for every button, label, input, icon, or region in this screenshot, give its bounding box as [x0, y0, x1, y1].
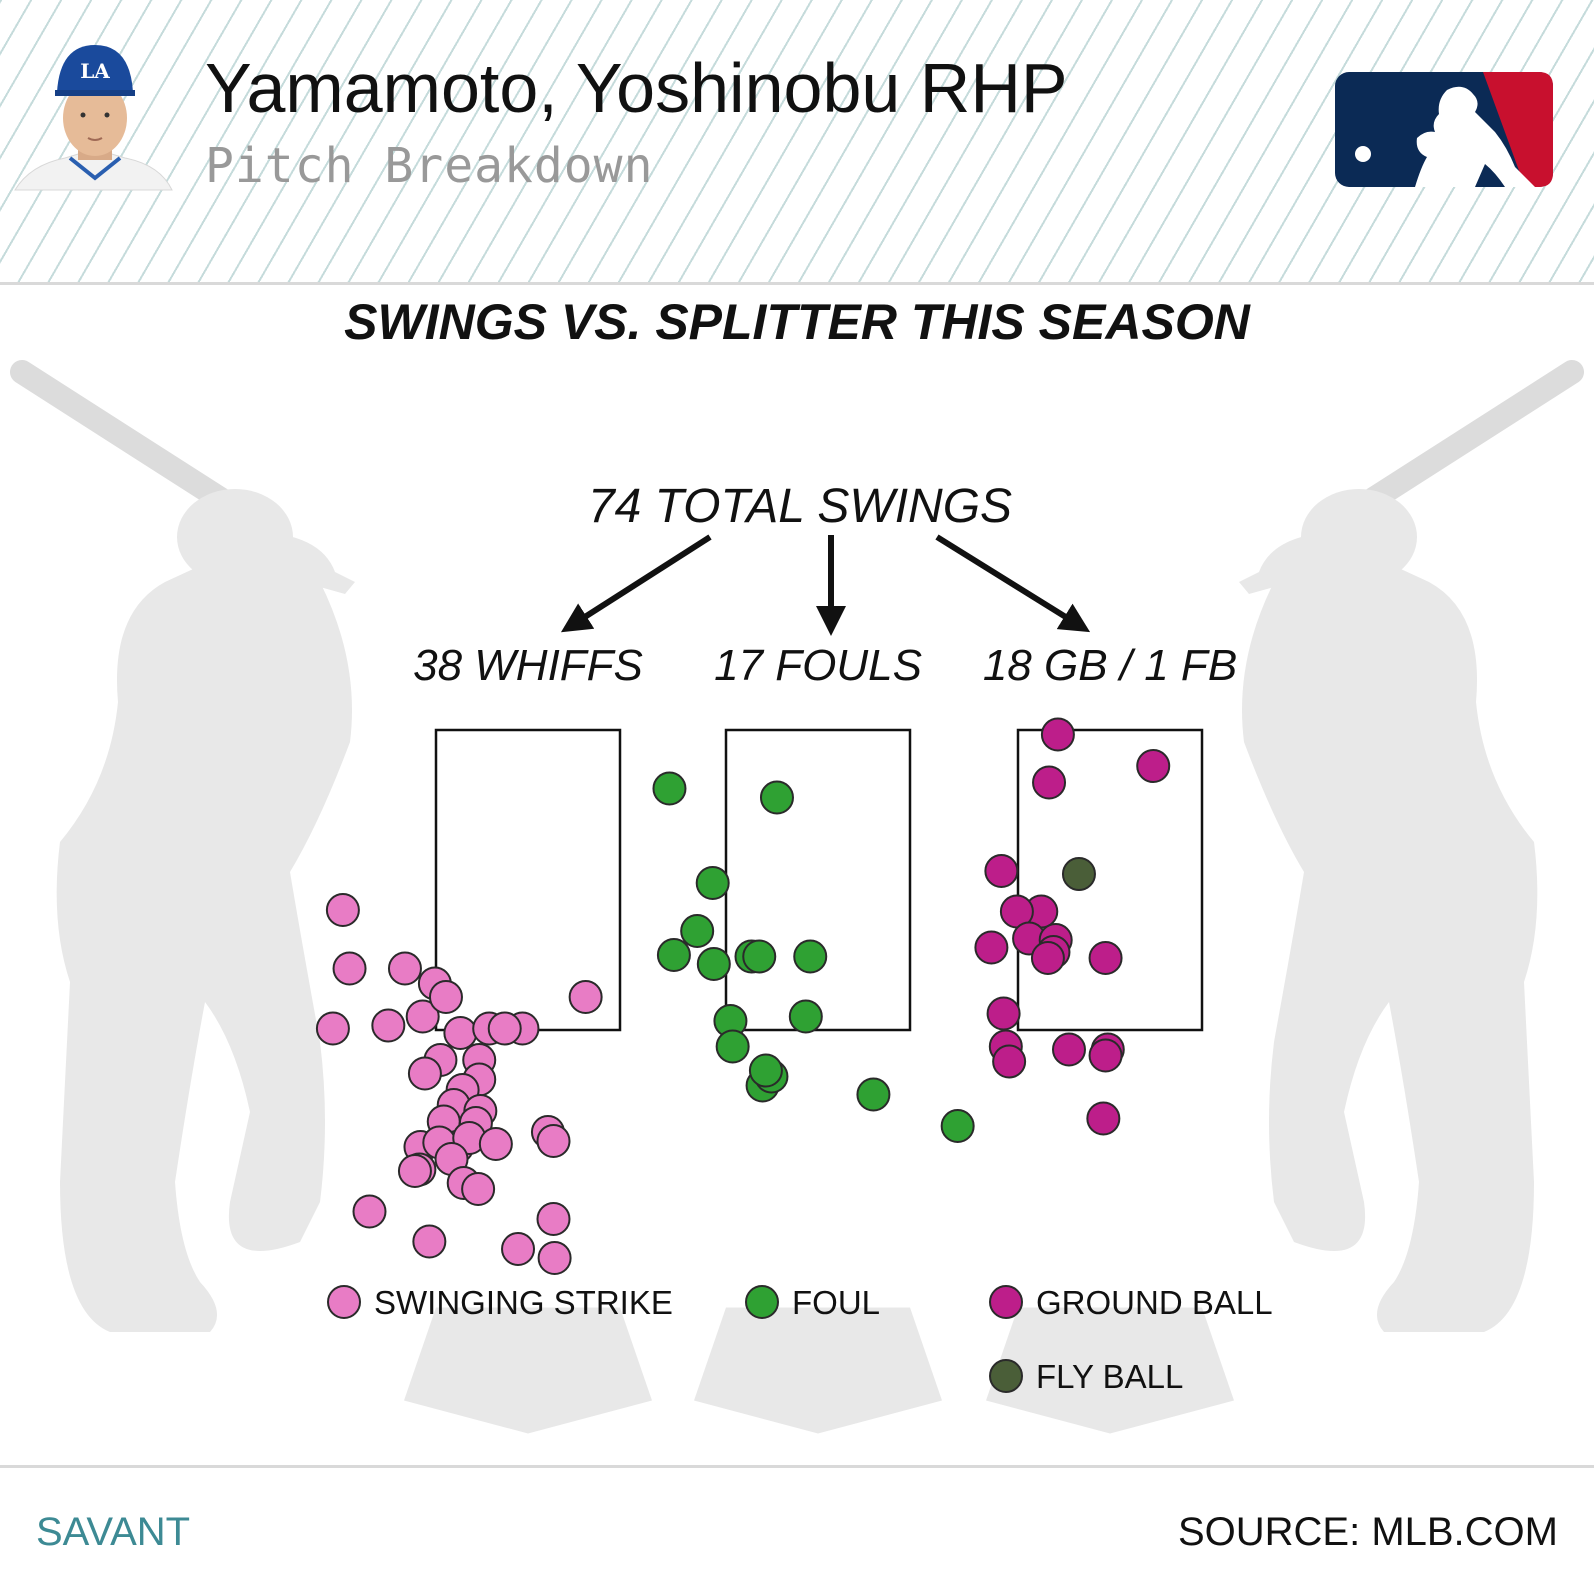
- swinging-strike-point: [443, 1016, 478, 1050]
- swinging-strike-point: [405, 999, 440, 1034]
- strike-zone: [724, 728, 912, 1032]
- fly-ball-point: [1061, 857, 1096, 891]
- swinging-strike-point: [501, 1232, 536, 1266]
- legend-label: GROUND BALL: [1036, 1284, 1273, 1321]
- player-name: Yamamoto, Yoshinobu RHP: [205, 49, 1068, 127]
- swinging-strike-point: [536, 1202, 571, 1236]
- legend-item-foul: FOUL: [745, 1284, 880, 1321]
- ground-ball-point: [1088, 941, 1123, 975]
- legend-item-swinging-strike: SWINGING STRIKE: [327, 1284, 673, 1321]
- foul-point: [856, 1077, 891, 1112]
- legend-swatch: [327, 1285, 361, 1319]
- home-plate: [404, 1307, 652, 1434]
- chart-title: SWINGS VS. SPLITTER THIS SEASON: [344, 294, 1251, 350]
- arrow-to-whiffs: [560, 534, 712, 633]
- foul-point: [940, 1109, 975, 1143]
- foul-point: [696, 947, 731, 981]
- swinging-strike-point: [325, 893, 360, 927]
- foul-point: [680, 914, 715, 948]
- panel-label-gb-fb: 18 GB / 1 FB: [983, 641, 1237, 690]
- mlb-logo: [1335, 72, 1553, 187]
- cap-logo-text: LA: [80, 59, 110, 83]
- legend-swatch: [989, 1359, 1023, 1393]
- player-avatar: LA: [14, 45, 173, 191]
- foul-point: [793, 939, 828, 974]
- ground-ball-point: [992, 1044, 1027, 1079]
- footer-divider: [0, 1465, 1594, 1468]
- ground-ball-point: [1136, 749, 1171, 783]
- legend-swatch: [745, 1285, 779, 1319]
- swinging-strike-point: [387, 951, 422, 986]
- swinging-strike-point: [352, 1194, 387, 1229]
- batter-silhouette-right: [1239, 360, 1584, 1332]
- swinging-strike-point: [487, 1011, 522, 1046]
- foul-point: [656, 938, 691, 972]
- swinging-strike-point: [478, 1127, 513, 1161]
- header: LA Yamamoto, Yoshinobu RHP Pitch Breakdo…: [0, 0, 1594, 285]
- swinging-strike-point: [461, 1172, 496, 1206]
- legend-label: FOUL: [792, 1284, 880, 1321]
- swinging-strike-point: [536, 1124, 571, 1158]
- total-swings-label: 74 TOTAL SWINGS: [588, 480, 1012, 533]
- ground-ball-point: [1088, 1038, 1123, 1073]
- swinging-strike-point: [371, 1008, 406, 1043]
- team-cap: [57, 45, 133, 92]
- ground-ball-point: [1040, 717, 1075, 752]
- home-plate: [694, 1307, 942, 1434]
- swinging-strike-point: [412, 1224, 447, 1259]
- swinging-strike-point: [397, 1154, 432, 1188]
- page-subtitle: Pitch Breakdown: [205, 138, 654, 194]
- swinging-strike-point: [568, 980, 603, 1014]
- legend-swatch: [989, 1285, 1023, 1319]
- foul-point: [788, 999, 823, 1034]
- legend-label: SWINGING STRIKE: [374, 1284, 673, 1321]
- ground-ball-point: [984, 854, 1019, 888]
- swinging-strike-point: [332, 951, 367, 986]
- chart: SWINGS VS. SPLITTER THIS SEASON 74 TOTAL…: [10, 294, 1584, 1434]
- foul-point: [715, 1029, 750, 1064]
- legend-item-fly-ball: FLY BALL: [989, 1358, 1183, 1395]
- strike-zone: [1016, 728, 1204, 1032]
- savant-brand: SAVANT: [36, 1510, 191, 1554]
- ground-ball-point: [1086, 1101, 1121, 1136]
- foul-point: [695, 866, 730, 900]
- foul-point: [759, 780, 794, 815]
- ground-ball-point: [986, 996, 1021, 1031]
- home-plate: [986, 1307, 1234, 1434]
- panel-label-whiffs: 38 WHIFFS: [413, 641, 643, 690]
- foul-point: [742, 939, 777, 974]
- swinging-strike-point: [428, 980, 463, 1014]
- ground-ball-point: [1030, 941, 1065, 975]
- legend-label: FLY BALL: [1036, 1358, 1183, 1395]
- swinging-strike-point: [315, 1011, 350, 1046]
- legend-item-ground-ball: GROUND BALL: [989, 1284, 1273, 1321]
- ground-ball-point: [974, 930, 1009, 965]
- source-credit: SOURCE: MLB.COM: [1177, 1510, 1558, 1554]
- foul-point: [748, 1053, 783, 1088]
- ground-ball-point: [1051, 1032, 1086, 1067]
- batter-silhouette-left: [10, 360, 355, 1332]
- swinging-strike-point: [537, 1241, 572, 1275]
- ground-ball-point: [1032, 765, 1067, 800]
- foul-point: [652, 771, 687, 806]
- swinging-strike-point: [407, 1056, 442, 1091]
- arrow-to-gb-fb: [935, 534, 1091, 633]
- panel-label-fouls: 17 FOULS: [714, 641, 922, 690]
